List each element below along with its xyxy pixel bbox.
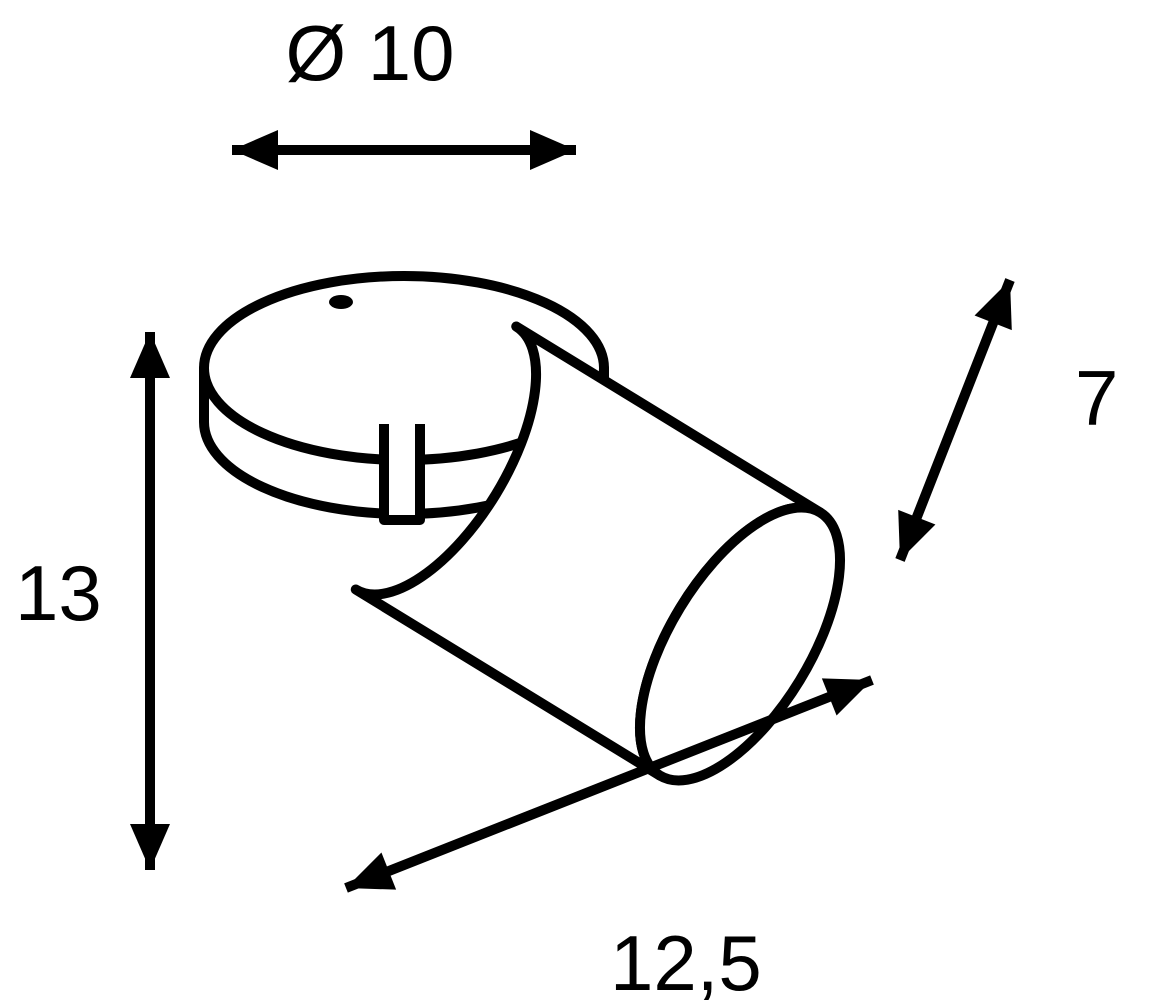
dim-diameter-label: Ø 10 bbox=[285, 9, 454, 97]
screw-hole-icon bbox=[329, 295, 353, 309]
dim-spot-diameter-arrow bbox=[898, 280, 1012, 560]
dim-height-arrow bbox=[130, 332, 170, 870]
technical-drawing: Ø 10 13 7 12,5 bbox=[0, 0, 1150, 1006]
dim-diameter-arrow bbox=[232, 130, 576, 170]
dim-spot-length-label: 12,5 bbox=[610, 919, 762, 1006]
dim-height-label: 13 bbox=[15, 549, 102, 637]
dim-spot-diameter-label: 7 bbox=[1075, 354, 1118, 442]
stem bbox=[384, 424, 420, 520]
